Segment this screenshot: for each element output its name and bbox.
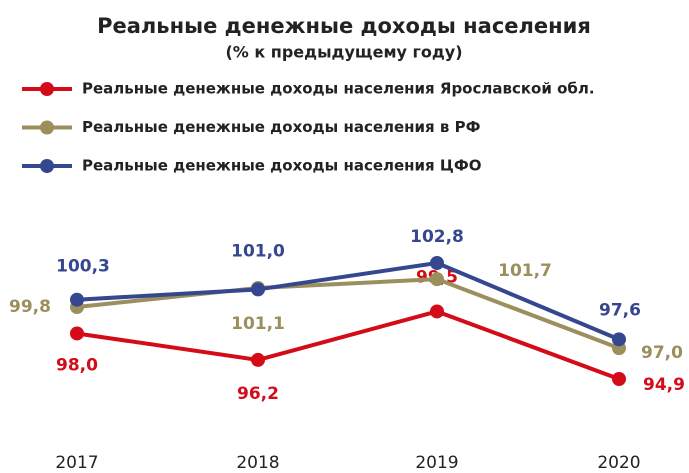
chart-title: Реальные денежные доходы населения (97, 14, 591, 38)
data-label: 98,0 (56, 355, 98, 375)
x-tick-label: 2020 (597, 453, 640, 473)
point (430, 256, 444, 270)
x-tick-label: 2017 (55, 453, 98, 473)
legend-label: Реальные денежные доходы населения в РФ (82, 118, 481, 136)
point (430, 304, 444, 319)
chart-subtitle: (% к предыдущему году) (225, 43, 462, 62)
point (251, 352, 265, 367)
point (612, 332, 626, 347)
data-label: 97,0 (641, 343, 683, 363)
data-label: 101,0 (231, 241, 285, 261)
series-line (76, 277, 620, 351)
data-label: 97,6 (599, 300, 641, 320)
legend-label: Реальные денежные доходы населения ЦФО (82, 157, 481, 175)
series-line (76, 261, 620, 342)
data-label: 101,1 (231, 314, 285, 334)
point (70, 292, 84, 307)
data-label: 94,9 (643, 375, 685, 395)
point (70, 326, 84, 341)
data-label: 101,7 (498, 261, 552, 281)
point (430, 272, 444, 287)
x-tick-label: 2018 (236, 453, 279, 473)
point (251, 282, 265, 297)
series-line (76, 309, 620, 381)
point (612, 372, 626, 386)
x-tick-label: 2019 (415, 453, 458, 473)
data-label: 100,3 (56, 257, 110, 277)
data-label: 102,8 (410, 227, 464, 247)
data-label: 96,2 (237, 384, 279, 404)
legend-marker (40, 159, 54, 173)
data-label: 99,8 (9, 297, 51, 317)
legend-marker (40, 120, 54, 135)
legend-marker (40, 82, 54, 96)
legend-label: Реальные денежные доходы населения Яросл… (82, 80, 595, 98)
